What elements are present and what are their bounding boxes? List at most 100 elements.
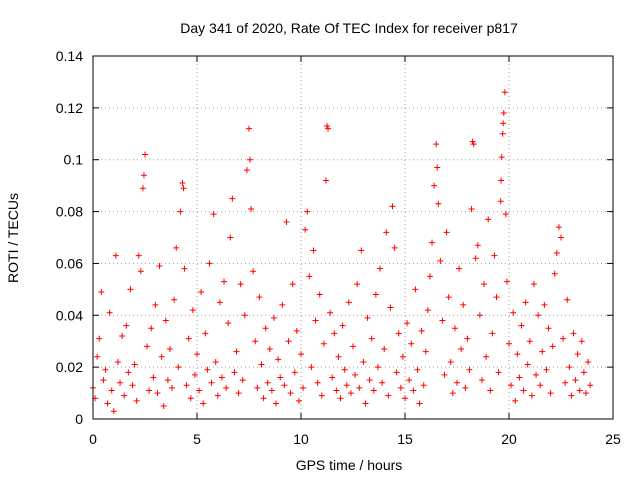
data-point: [470, 141, 477, 148]
data-point: [308, 364, 315, 371]
data-point: [324, 123, 330, 130]
data-point: [300, 384, 307, 391]
data-point: [285, 338, 292, 345]
data-point: [198, 288, 205, 295]
data-point: [218, 374, 225, 381]
data-point: [426, 273, 433, 280]
data-point: [258, 361, 265, 368]
data-point: [137, 268, 144, 275]
data-point: [564, 296, 571, 303]
data-point: [491, 252, 498, 259]
data-point: [354, 281, 361, 288]
y-tick-label: 0.12: [56, 100, 83, 116]
data-point: [352, 371, 359, 378]
data-point: [506, 340, 512, 347]
data-point: [383, 229, 390, 236]
data-point: [214, 392, 221, 399]
data-point: [562, 379, 569, 386]
data-point: [310, 247, 317, 254]
data-point: [551, 270, 558, 277]
y-tick-label: 0.04: [56, 307, 83, 323]
data-point: [468, 205, 475, 212]
data-point: [127, 286, 134, 293]
data-point: [200, 400, 207, 407]
data-point: [370, 387, 377, 394]
data-points: [90, 89, 594, 415]
data-point: [560, 335, 567, 342]
data-point: [171, 296, 178, 303]
data-point: [539, 348, 546, 355]
data-point: [289, 281, 296, 288]
data-point: [498, 177, 505, 184]
data-point: [582, 390, 589, 397]
data-point: [225, 320, 232, 327]
data-point: [123, 322, 130, 329]
data-point: [279, 301, 286, 308]
data-point: [530, 281, 537, 288]
data-point: [216, 299, 223, 306]
data-point: [329, 374, 336, 381]
data-point: [306, 273, 313, 280]
data-point: [472, 255, 479, 262]
grid-lines: [93, 56, 613, 419]
data-point: [404, 320, 411, 327]
data-point: [208, 379, 215, 386]
data-point: [424, 307, 431, 314]
data-point: [139, 185, 146, 192]
data-point: [129, 382, 136, 389]
data-point: [96, 335, 103, 342]
data-point: [397, 384, 404, 391]
data-point: [204, 366, 211, 373]
data-point: [487, 387, 494, 394]
data-point: [341, 366, 348, 373]
data-point: [185, 335, 192, 342]
data-point: [572, 377, 579, 384]
data-point: [350, 343, 356, 350]
data-point: [206, 260, 213, 267]
data-point: [125, 369, 132, 376]
data-point: [402, 395, 408, 402]
data-point: [314, 379, 321, 386]
data-point: [117, 379, 124, 386]
data-point: [434, 164, 441, 171]
data-point: [152, 301, 159, 308]
data-point: [368, 335, 375, 342]
data-point: [298, 351, 304, 358]
data-point: [316, 291, 323, 298]
data-point: [337, 395, 344, 402]
data-point: [395, 330, 402, 337]
data-point: [322, 177, 329, 184]
x-tick-label: 10: [293, 431, 309, 447]
data-point: [414, 366, 421, 373]
data-point: [106, 309, 113, 316]
data-point: [558, 234, 564, 241]
data-point: [464, 335, 471, 342]
data-point: [104, 400, 111, 407]
x-tick-label: 0: [89, 431, 97, 447]
data-point: [533, 371, 540, 378]
data-point: [503, 278, 510, 285]
data-point: [343, 382, 350, 389]
data-point: [177, 208, 184, 215]
data-point: [520, 387, 527, 394]
data-point: [231, 369, 238, 376]
data-point: [260, 395, 267, 402]
y-axis-label: ROTI / TECUs: [5, 193, 21, 283]
data-point: [325, 125, 332, 132]
data-point: [408, 340, 415, 347]
data-point: [587, 382, 594, 389]
data-point: [108, 387, 115, 394]
data-point: [235, 390, 242, 397]
data-point: [241, 312, 248, 319]
data-point: [585, 358, 592, 365]
data-point: [160, 403, 167, 410]
data-point: [102, 366, 109, 373]
data-point: [449, 390, 456, 397]
data-point: [578, 338, 585, 345]
data-point: [154, 390, 161, 397]
data-point: [256, 294, 263, 301]
data-point: [499, 130, 506, 137]
data-point: [541, 301, 548, 308]
data-point: [281, 382, 288, 389]
data-point: [422, 348, 429, 355]
